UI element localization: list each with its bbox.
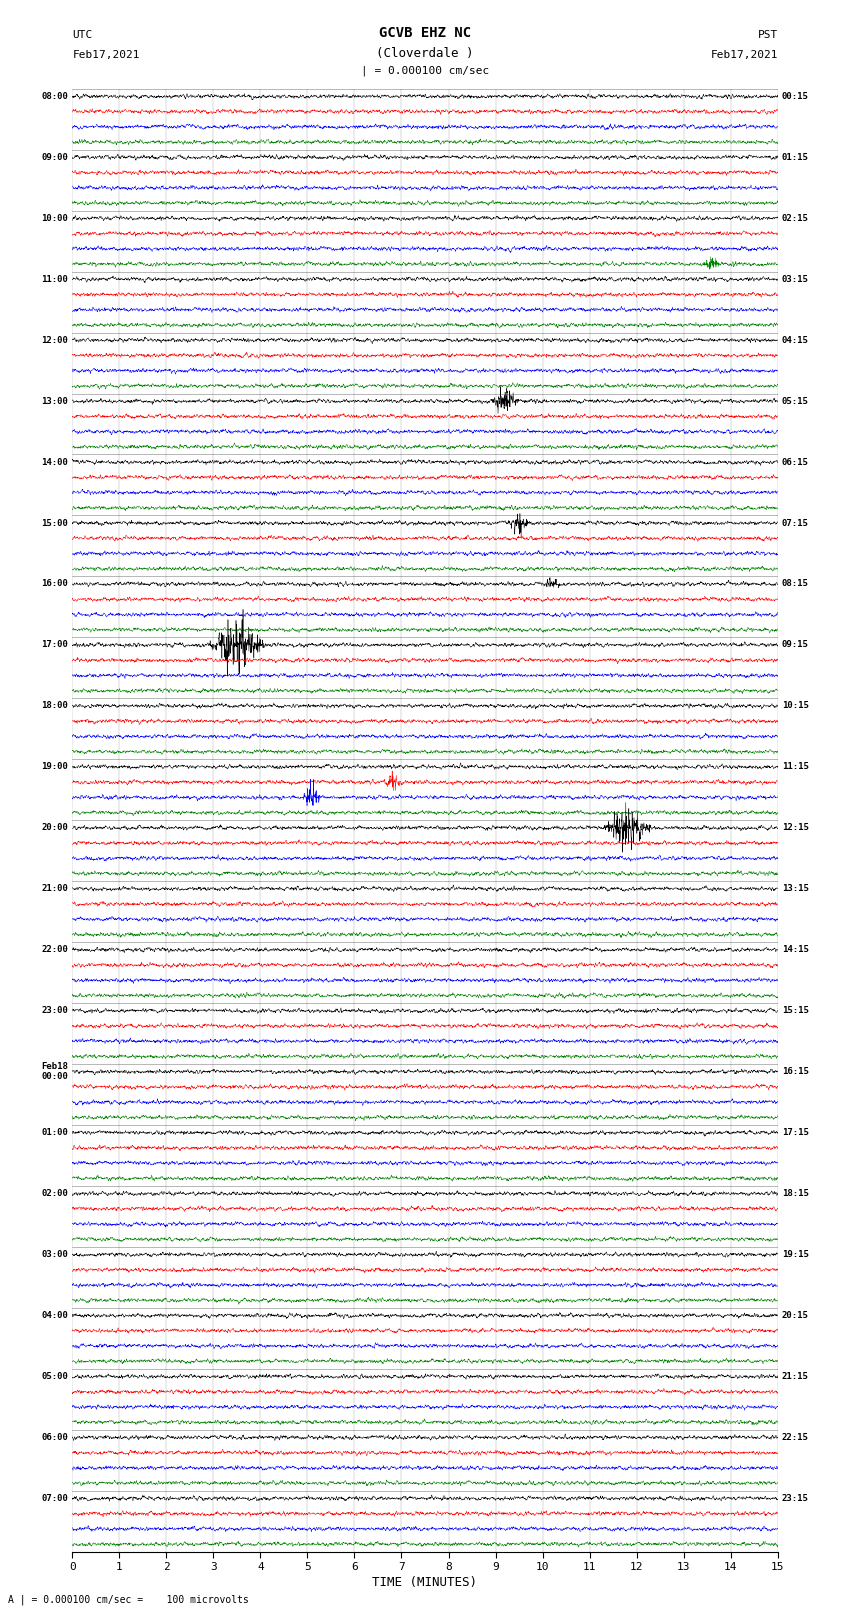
Text: 06:00: 06:00: [41, 1432, 68, 1442]
Text: 13:15: 13:15: [782, 884, 809, 894]
Text: 10:00: 10:00: [41, 215, 68, 223]
Text: 01:15: 01:15: [782, 153, 809, 161]
Text: 04:15: 04:15: [782, 336, 809, 345]
Text: 14:15: 14:15: [782, 945, 809, 955]
Text: 03:15: 03:15: [782, 274, 809, 284]
Text: Feb17,2021: Feb17,2021: [711, 50, 778, 60]
Text: 21:15: 21:15: [782, 1373, 809, 1381]
Text: 06:15: 06:15: [782, 458, 809, 466]
Text: 17:00: 17:00: [41, 640, 68, 650]
Text: 05:15: 05:15: [782, 397, 809, 405]
Text: 02:00: 02:00: [41, 1189, 68, 1198]
Text: 01:00: 01:00: [41, 1127, 68, 1137]
Text: 07:00: 07:00: [41, 1494, 68, 1503]
Text: 22:15: 22:15: [782, 1432, 809, 1442]
Text: 12:00: 12:00: [41, 336, 68, 345]
Text: Feb17,2021: Feb17,2021: [72, 50, 139, 60]
Text: 09:15: 09:15: [782, 640, 809, 650]
Text: 14:00: 14:00: [41, 458, 68, 466]
Text: 19:00: 19:00: [41, 763, 68, 771]
Text: GCVB EHZ NC: GCVB EHZ NC: [379, 26, 471, 40]
Text: 11:15: 11:15: [782, 763, 809, 771]
Text: 13:00: 13:00: [41, 397, 68, 405]
Text: 05:00: 05:00: [41, 1373, 68, 1381]
Text: A | = 0.000100 cm/sec =    100 microvolts: A | = 0.000100 cm/sec = 100 microvolts: [8, 1594, 249, 1605]
Text: 11:00: 11:00: [41, 274, 68, 284]
Text: 15:15: 15:15: [782, 1007, 809, 1015]
Text: 08:15: 08:15: [782, 579, 809, 589]
Text: 09:00: 09:00: [41, 153, 68, 161]
Text: 02:15: 02:15: [782, 215, 809, 223]
Text: 17:15: 17:15: [782, 1127, 809, 1137]
Text: 20:15: 20:15: [782, 1311, 809, 1319]
Text: 20:00: 20:00: [41, 823, 68, 832]
Text: 18:00: 18:00: [41, 702, 68, 710]
Text: UTC: UTC: [72, 31, 93, 40]
Text: 12:15: 12:15: [782, 823, 809, 832]
Text: 08:00: 08:00: [41, 92, 68, 102]
Text: 03:00: 03:00: [41, 1250, 68, 1260]
Text: 00:15: 00:15: [782, 92, 809, 102]
Text: PST: PST: [757, 31, 778, 40]
Text: 15:00: 15:00: [41, 518, 68, 527]
Text: 04:00: 04:00: [41, 1311, 68, 1319]
Text: 07:15: 07:15: [782, 518, 809, 527]
Text: 19:15: 19:15: [782, 1250, 809, 1260]
Text: 23:15: 23:15: [782, 1494, 809, 1503]
X-axis label: TIME (MINUTES): TIME (MINUTES): [372, 1576, 478, 1589]
Text: 22:00: 22:00: [41, 945, 68, 955]
Text: | = 0.000100 cm/sec: | = 0.000100 cm/sec: [361, 65, 489, 76]
Text: (Cloverdale ): (Cloverdale ): [377, 47, 473, 60]
Text: 16:15: 16:15: [782, 1068, 809, 1076]
Text: 18:15: 18:15: [782, 1189, 809, 1198]
Text: 16:00: 16:00: [41, 579, 68, 589]
Text: 10:15: 10:15: [782, 702, 809, 710]
Text: Feb18
00:00: Feb18 00:00: [41, 1061, 68, 1081]
Text: 23:00: 23:00: [41, 1007, 68, 1015]
Text: 21:00: 21:00: [41, 884, 68, 894]
